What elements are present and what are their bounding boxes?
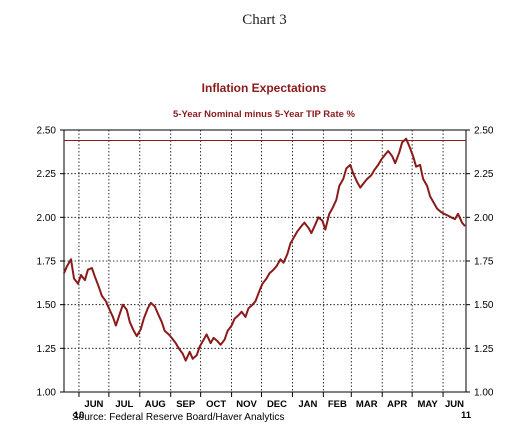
y-tick-label: 2.50 (37, 126, 57, 137)
y-tick-label: 2.25 (474, 169, 494, 180)
source-note: Source: Federal Reserve Board/Haver Anal… (72, 412, 284, 423)
y-tick-label: 2.00 (474, 213, 494, 224)
y-tick-label: 1.75 (37, 257, 57, 268)
x-month-label: DEC (267, 399, 287, 410)
x-month-label: JUL (115, 399, 133, 410)
x-month-label: APR (387, 399, 407, 410)
y-tick-label: 2.50 (474, 126, 494, 137)
x-month-label: FEB (328, 399, 347, 410)
x-month-label: AUG (145, 399, 166, 410)
chart-title: Inflation Expectations (202, 81, 327, 95)
series-line (63, 137, 466, 362)
y-tick-label: 2.25 (37, 169, 57, 180)
x-month-label: MAR (356, 399, 378, 410)
y-tick-label: 2.00 (37, 213, 57, 224)
x-month-label: JUN (445, 399, 464, 410)
y-axis-left: 2.50 2.25 2.00 1.75 1.50 1.25 1.00 (37, 126, 64, 399)
x-month-label: SEP (176, 399, 196, 410)
y-tick-label: 1.00 (474, 388, 494, 399)
y-tick-label: 1.25 (37, 344, 57, 355)
y-tick-label: 1.00 (37, 388, 57, 399)
x-month-label: JUN (84, 399, 103, 410)
y-tick-label: 1.50 (37, 300, 57, 311)
x-year-label: 10 (74, 410, 85, 421)
chart-subtitle: 5-Year Nominal minus 5-Year TIP Rate % (173, 109, 356, 120)
x-year-label: 11 (461, 410, 472, 421)
y-tick-label: 1.50 (474, 300, 494, 311)
x-month-label: NOV (236, 399, 257, 410)
y-axis-right: 2.50 2.25 2.00 1.75 1.50 1.25 1.00 (466, 126, 494, 399)
x-month-label: MAY (417, 399, 438, 410)
x-month-label: JAN (298, 399, 317, 410)
x-axis: JUN JUL AUG SEP OCT NOV DEC JAN FEB MAR APR MAY JUN1… (74, 392, 472, 421)
y-tick-label: 1.75 (474, 257, 494, 268)
page-title: Chart 3 (242, 12, 287, 28)
grid-lines (64, 130, 466, 392)
y-tick-label: 1.25 (474, 344, 494, 355)
x-month-label: OCT (206, 399, 226, 410)
